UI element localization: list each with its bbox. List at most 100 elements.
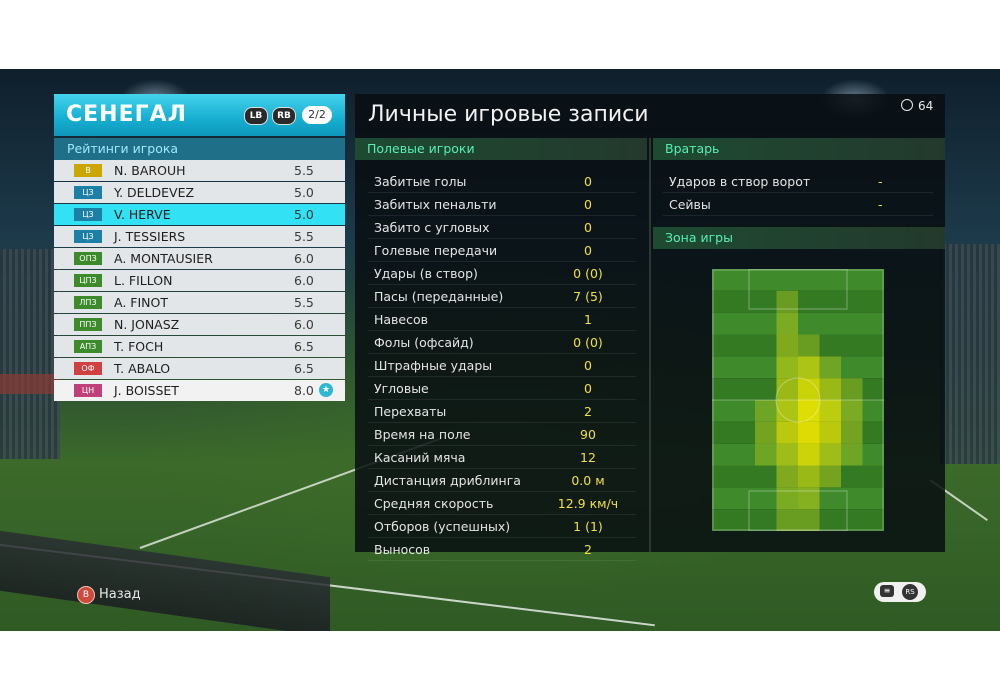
heat-cell — [776, 421, 798, 444]
rb-button[interactable]: RB — [272, 107, 296, 125]
stat-row: Дистанция дриблинга 0.0 м — [368, 469, 636, 492]
heat-cell — [819, 421, 841, 444]
position-badge: В — [74, 164, 102, 177]
player-row[interactable]: В N. BAROUH 5.5 — [54, 160, 345, 181]
stat-row: Перехваты 2 — [368, 400, 636, 423]
stat-value: 2 — [584, 542, 592, 557]
heat-cell — [798, 509, 820, 531]
player-rating: 6.0 — [294, 273, 314, 288]
heat-cell — [819, 356, 841, 379]
player-rating: 5.0 — [294, 185, 314, 200]
play-zone-header: Зона игры — [653, 227, 945, 249]
stat-row: Забитых пенальти 0 — [368, 193, 636, 216]
stands-right — [940, 244, 1000, 464]
stat-value: 0 — [584, 197, 592, 212]
heat-cell — [776, 356, 798, 379]
stat-value: 12 — [580, 450, 596, 465]
stat-row: Забитые голы 0 — [368, 170, 636, 193]
clock-icon — [901, 99, 913, 111]
heat-cell — [841, 378, 863, 400]
player-rating: 5.5 — [294, 295, 314, 310]
heat-cell — [776, 509, 798, 531]
player-row[interactable]: ППЗ N. JONASZ 6.0 — [54, 314, 345, 335]
stands-left — [0, 249, 60, 459]
heat-cell — [819, 400, 841, 422]
heat-cell — [755, 400, 777, 422]
stat-label: Голевые передачи — [374, 243, 498, 258]
bottom-right-controls: ≡ RS — [874, 582, 926, 602]
position-badge: ЛПЗ — [74, 296, 102, 309]
pitch-marking — [748, 490, 848, 531]
player-name: A. MONTAUSIER — [114, 251, 213, 266]
position-badge: ЦЗ — [74, 208, 102, 221]
pitch-stripe — [712, 290, 884, 313]
team-name: СЕНЕГАЛ — [66, 102, 187, 127]
stat-value: 0 — [584, 220, 592, 235]
player-name: J. TESSIERS — [114, 229, 186, 244]
player-row[interactable]: ЦЗ Y. DELDEVEZ 5.0 — [54, 182, 345, 203]
stat-label: Забито с угловых — [374, 220, 490, 235]
b-button-icon: B — [77, 585, 95, 604]
stat-value: 0 — [584, 243, 592, 258]
stat-label: Фолы (офсайд) — [374, 335, 474, 350]
stat-value: 0 (0) — [573, 335, 603, 350]
goalkeeper-stats-table: Ударов в створ ворот - Сейвы - — [663, 170, 933, 216]
position-badge: АПЗ — [74, 340, 102, 353]
back-button[interactable]: B Назад — [77, 584, 141, 604]
stat-label: Касаний мяча — [374, 450, 466, 465]
player-rating: 6.0 — [294, 251, 314, 266]
stat-value: 90 — [580, 427, 596, 442]
player-row[interactable]: ЛПЗ A. FINOT 5.5 — [54, 292, 345, 313]
heat-cell — [841, 443, 863, 466]
back-label: Назад — [99, 587, 141, 602]
heat-cell — [776, 487, 798, 510]
pitch-marking — [748, 269, 848, 310]
player-row[interactable]: ЦЗ J. TESSIERS 5.5 — [54, 226, 345, 247]
ad-board — [0, 530, 330, 631]
player-row[interactable]: ОФ T. ABALO 6.5 — [54, 358, 345, 379]
heat-cell — [819, 378, 841, 400]
ratings-header: Рейтинги игрока — [54, 138, 345, 160]
panel-divider — [649, 138, 651, 552]
chat-icon[interactable]: ≡ — [880, 585, 894, 597]
heat-cell — [798, 421, 820, 444]
star-icon: ★ — [319, 383, 333, 397]
stat-row: Удары (в створ) 0 (0) — [368, 262, 636, 285]
stat-row: Выносов 2 — [368, 538, 636, 561]
player-rating: 5.5 — [294, 163, 314, 178]
gk-stat-label: Сейвы — [669, 197, 711, 212]
heat-cell — [798, 443, 820, 466]
stat-row: Время на поле 90 — [368, 423, 636, 446]
team-header: СЕНЕГАЛ LB RB 2/2 — [54, 94, 345, 136]
rs-button-icon[interactable]: RS — [902, 584, 918, 600]
page-title: Личные игровые записи — [368, 102, 649, 127]
stat-label: Удары (в створ) — [374, 266, 478, 281]
stat-value: 2 — [584, 404, 592, 419]
player-row[interactable]: АПЗ T. FOCH 6.5 — [54, 336, 345, 357]
player-row[interactable]: ЦПЗ L. FILLON 6.0 — [54, 270, 345, 291]
heat-cell — [776, 400, 798, 422]
heat-cell — [798, 356, 820, 379]
stat-row: Касаний мяча 12 — [368, 446, 636, 469]
lb-button[interactable]: LB — [244, 107, 268, 125]
position-badge: ЦЗ — [74, 186, 102, 199]
heatmap-pitch — [712, 269, 884, 531]
stat-row: Угловые 0 — [368, 377, 636, 400]
player-name: L. FILLON — [114, 273, 173, 288]
player-name: T. ABALO — [114, 361, 171, 376]
heat-cell — [776, 465, 798, 488]
position-badge: ЦН — [74, 384, 102, 397]
match-timer: 64 — [901, 99, 933, 113]
stat-label: Дистанция дриблинга — [374, 473, 521, 488]
heat-cell — [798, 465, 820, 488]
position-badge: ЦЗ — [74, 230, 102, 243]
player-name: N. BAROUH — [114, 163, 186, 178]
player-row[interactable]: ОПЗ A. MONTAUSIER 6.0 — [54, 248, 345, 269]
player-row[interactable]: ЦЗ V. HERVE 5.0 — [54, 204, 345, 225]
stat-label: Выносов — [374, 542, 431, 557]
stat-label: Забитые голы — [374, 174, 467, 189]
player-rating: 6.0 — [294, 317, 314, 332]
player-row[interactable]: ЦН J. BOISSET 8.0 ★ — [54, 380, 345, 401]
stat-value: 12.9 км/ч — [557, 496, 619, 511]
stat-row: Навесов 1 — [368, 308, 636, 331]
